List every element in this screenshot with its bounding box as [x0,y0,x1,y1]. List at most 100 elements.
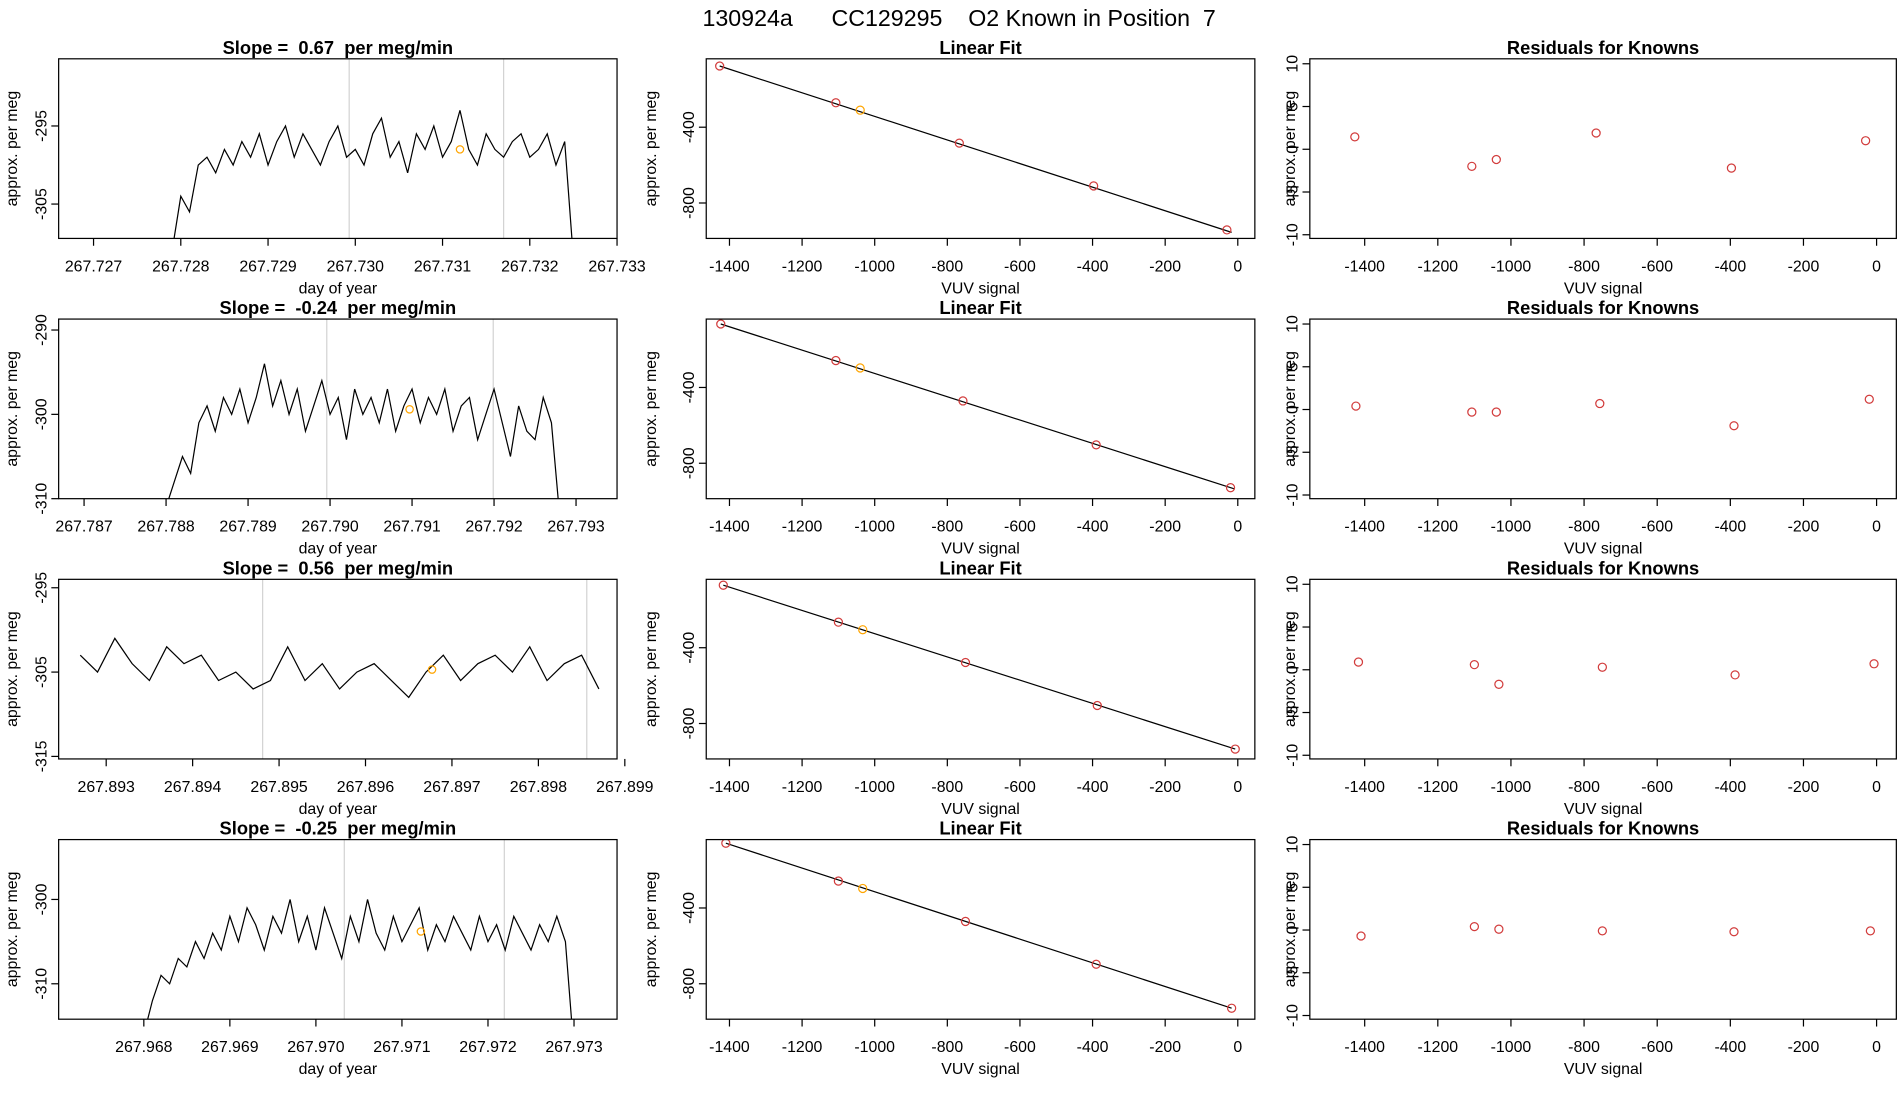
x-tick-label: 267.972 [459,1039,517,1056]
x-tick-label: 267.731 [414,258,472,275]
x-tick-label: 267.787 [55,519,113,536]
plot-area [147,839,573,1020]
x-tick-label: -800 [931,519,963,536]
x-tick-label: 0 [1872,779,1881,796]
y-tick-label: -10 [1285,223,1302,246]
x-axis-label: VUV signal [1564,280,1643,297]
y-tick-label: -400 [681,632,698,664]
x-tick-label: -1200 [782,779,823,796]
point [1864,394,1874,404]
y-axis-label: approx. per meg [1282,611,1299,727]
series-line [147,899,573,1020]
plot-area [1356,921,1876,941]
x-tick-label: 267.727 [65,258,123,275]
x-tick-label: -600 [1641,779,1673,796]
panel: Slope = 0.56 per meg/min day of year appro… [4,557,654,817]
x-tick-label: -200 [1149,779,1181,796]
point [858,625,868,635]
x-tick-label: 267.792 [465,519,523,536]
x-tick-label: 0 [1872,1039,1881,1056]
fit-line [720,323,1235,490]
x-axis-label: day of year [299,280,378,297]
panel: Residuals for Knowns VUV signal approx. pe… [1282,818,1897,1078]
y-tick-label: -310 [33,483,50,515]
y-tick-label: 5 [1285,362,1302,371]
point [1226,1003,1237,1013]
point [1092,700,1102,711]
y-tick-label: -305 [33,656,50,688]
plot-frame [1309,578,1897,760]
plot-area [173,58,573,239]
series-line [79,637,600,699]
x-tick-label: 267.790 [301,519,359,536]
y-tick-label: -400 [681,371,698,403]
y-tick-label: 5 [1285,102,1302,111]
plot-frame [1309,838,1897,1020]
x-tick-label: -600 [1004,258,1036,275]
x-tick-label: 0 [1233,519,1242,536]
panel: Linear Fit VUV signal approx. per meg -1400… [643,557,1256,818]
x-tick-label: -400 [1714,1039,1746,1056]
y-tick-label: -5 [1285,445,1302,459]
y-tick-label: 0 [1285,925,1302,934]
y-tick-label: -305 [33,188,50,220]
x-tick-label: 267.733 [588,258,646,275]
y-tick-label: -5 [1285,185,1302,199]
highlight-point [405,405,414,414]
panel-title: Residuals for Knowns [1507,557,1699,578]
point [1860,136,1871,146]
y-tick-label: 0 [1285,145,1302,154]
x-tick-label: 267.788 [137,519,195,536]
y-tick-label: 10 [1285,315,1302,333]
fit-line [725,842,1232,1009]
y-tick-label: -300 [33,398,50,430]
x-tick-label: 267.730 [327,258,385,275]
panel: Residuals for Knowns VUV signal approx. pe… [1282,557,1897,818]
x-tick-label: -1400 [1344,779,1385,796]
x-tick-label: -1000 [854,258,895,275]
plot-frame [58,838,618,1020]
x-tick-label: -800 [1568,258,1600,275]
x-tick-label: -1200 [782,1039,823,1056]
y-axis-label: approx. per meg [4,872,21,988]
point [1356,931,1366,941]
x-tick-label: -1000 [854,1039,895,1056]
panel-title: Residuals for Knowns [1507,37,1699,58]
plot-area [1350,128,1871,173]
point [831,355,841,366]
panel: Residuals for Knowns VUV signal approx. pe… [1282,297,1897,558]
point [1350,132,1360,142]
x-tick-label: -1400 [1344,258,1385,275]
x-tick-label: -200 [1149,1039,1181,1056]
plot-area [718,580,1240,754]
fit-line [719,65,1232,233]
point [1225,483,1236,493]
x-tick-label: -800 [1568,519,1600,536]
y-axis-label: approx. per meg [1282,91,1299,207]
x-axis-label: VUV signal [941,1061,1020,1078]
x-tick-label: -1400 [709,258,750,275]
point [1726,163,1737,173]
y-tick-label: 10 [1285,575,1302,593]
x-tick-label: -1000 [854,779,895,796]
y-axis-label: approx. per meg [643,91,660,207]
x-tick-label: 0 [1872,258,1881,275]
plot-frame [1309,58,1897,240]
x-tick-label: -1400 [709,1039,750,1056]
plot-area [1351,394,1874,431]
x-tick-label: -400 [1077,519,1109,536]
panel: Slope = 0.67 per meg/min day of year appro… [4,37,646,297]
x-tick-label: 0 [1233,1039,1242,1056]
x-tick-label: -400 [1077,258,1109,275]
x-tick-label: -1400 [709,779,750,796]
point [1729,421,1739,431]
x-tick-label: -800 [931,258,963,275]
y-tick-label: 5 [1285,883,1302,892]
point [960,657,971,668]
y-tick-label: -295 [33,572,50,604]
x-tick-label: -800 [1568,779,1600,796]
x-tick-label: 267.899 [596,779,654,796]
point [1595,398,1605,409]
point [1353,657,1364,667]
